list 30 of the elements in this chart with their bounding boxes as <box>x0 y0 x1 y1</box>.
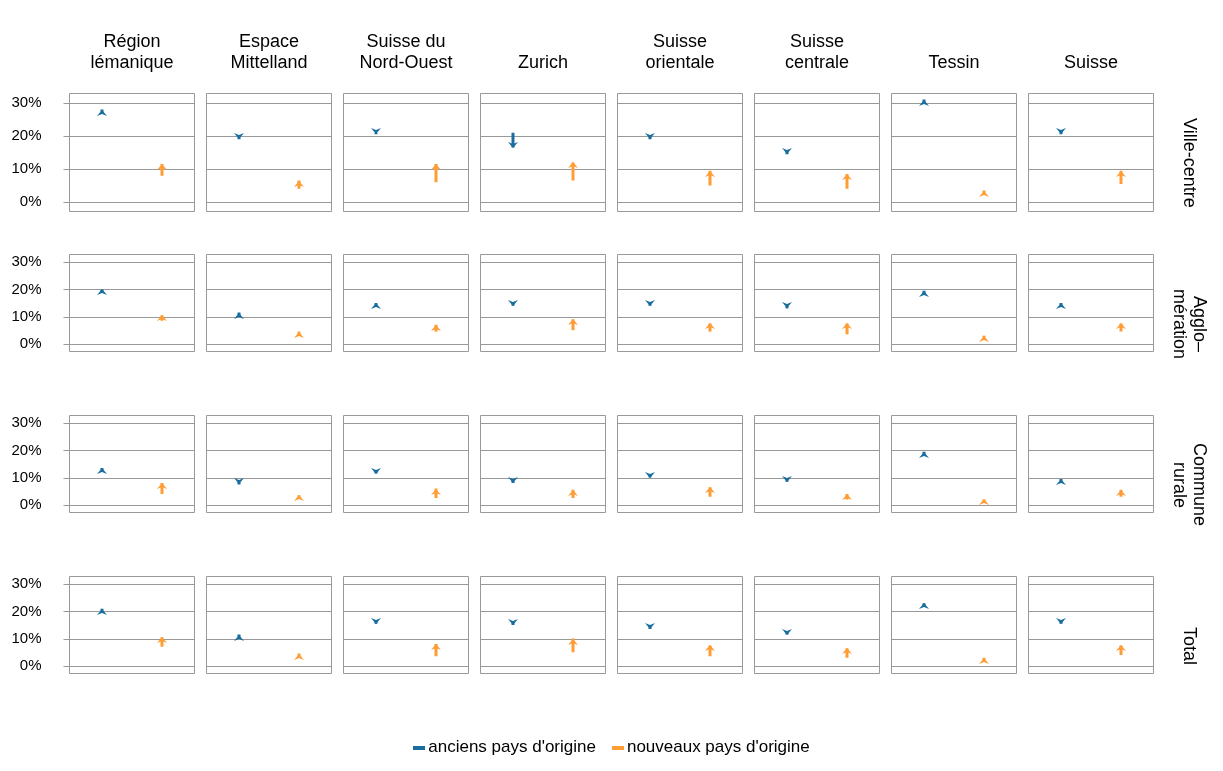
y-tick-label: 0% <box>19 333 42 351</box>
text: Commune rurale <box>1169 442 1211 529</box>
x-tick-label: Suisse <box>1063 51 1119 72</box>
y-tick-label: 20% <box>11 440 42 458</box>
legend-label: nouveaux pays d'origine <box>626 737 810 756</box>
y-tick-label: 30% <box>11 413 42 431</box>
x-tick-label: Tessin <box>928 51 980 72</box>
text: Agglo–mération <box>1169 288 1211 361</box>
y-tick-label: 20% <box>11 279 42 297</box>
y-tick-label: 30% <box>11 252 42 270</box>
legend-label: anciens pays d'origine <box>428 737 596 756</box>
y-tick-label: 20% <box>11 126 42 144</box>
y-tick-label: 0% <box>19 192 42 210</box>
text: Ville-centre <box>1179 117 1201 210</box>
y-tick-label: 0% <box>19 494 42 512</box>
y-tick-label: 0% <box>19 655 42 673</box>
y-tick-label: 10% <box>11 306 42 324</box>
x-tick-label: Région lémanique <box>90 30 174 72</box>
x-tick-label: Espace Mittelland <box>230 30 308 72</box>
y-tick-label: 10% <box>11 159 42 177</box>
x-tick-label: Suisse orientale <box>645 30 715 72</box>
text: Total <box>1179 626 1201 667</box>
y-tick-label: 10% <box>11 467 42 485</box>
y-tick-label: 30% <box>11 574 42 592</box>
y-tick-label: 20% <box>11 601 42 619</box>
y-tick-label: 30% <box>11 93 42 111</box>
x-tick-label: Suisse centrale <box>784 30 850 72</box>
y-tick-label: 10% <box>11 628 42 646</box>
x-tick-label: Zurich <box>517 51 569 72</box>
x-tick-label: Suisse du Nord-Ouest <box>359 30 453 72</box>
